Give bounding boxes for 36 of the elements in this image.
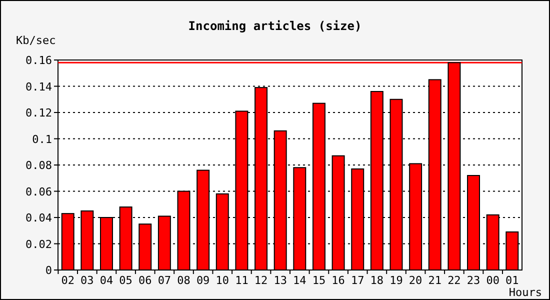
y-tick-label: 0 (45, 264, 52, 277)
y-tick-label: 0.16 (26, 54, 52, 67)
x-tick-label: 17 (350, 274, 364, 287)
x-tick-label: 02 (61, 274, 74, 287)
x-tick-label: 01 (506, 274, 519, 287)
x-tick-label: 23 (466, 274, 480, 287)
x-tick-label: 15 (312, 274, 326, 287)
x-tick-label: 21 (428, 274, 442, 287)
x-tick-label: 12 (254, 274, 268, 287)
y-axis-title: Kb/sec (16, 34, 56, 47)
y-tick-label: 0.06 (26, 185, 52, 198)
x-tick-label: 00 (486, 274, 500, 287)
x-tick-label: 07 (158, 274, 172, 287)
y-tick-label: 0.1 (32, 132, 52, 146)
x-axis-title: Hours (508, 286, 542, 299)
x-tick-label: 22 (448, 274, 461, 287)
x-tick-label: 10 (216, 274, 230, 287)
x-tick-label: 03 (80, 274, 94, 287)
y-tick-label: 0.12 (26, 106, 52, 120)
x-tick-label: 20 (408, 274, 422, 287)
x-tick-label: 04 (100, 274, 114, 287)
x-tick-label: 14 (293, 274, 307, 287)
chart-title: Incoming articles (size) (188, 19, 362, 33)
x-tick-label: 06 (138, 274, 152, 287)
x-tick-label: 18 (370, 274, 384, 287)
x-tick-label: 13 (274, 274, 287, 287)
x-tick-label: 19 (390, 274, 403, 287)
x-tick-label: 11 (235, 274, 248, 287)
y-tick-label: 0.14 (26, 80, 52, 94)
x-tick-label: 16 (332, 274, 345, 287)
y-tick-label: 0.08 (26, 159, 52, 172)
x-tick-label: 09 (196, 274, 210, 287)
x-tick-label: 05 (119, 274, 132, 287)
y-tick-label: 0.02 (26, 238, 52, 251)
x-tick-label: 08 (177, 274, 190, 287)
y-tick-label: 0.04 (26, 212, 52, 224)
